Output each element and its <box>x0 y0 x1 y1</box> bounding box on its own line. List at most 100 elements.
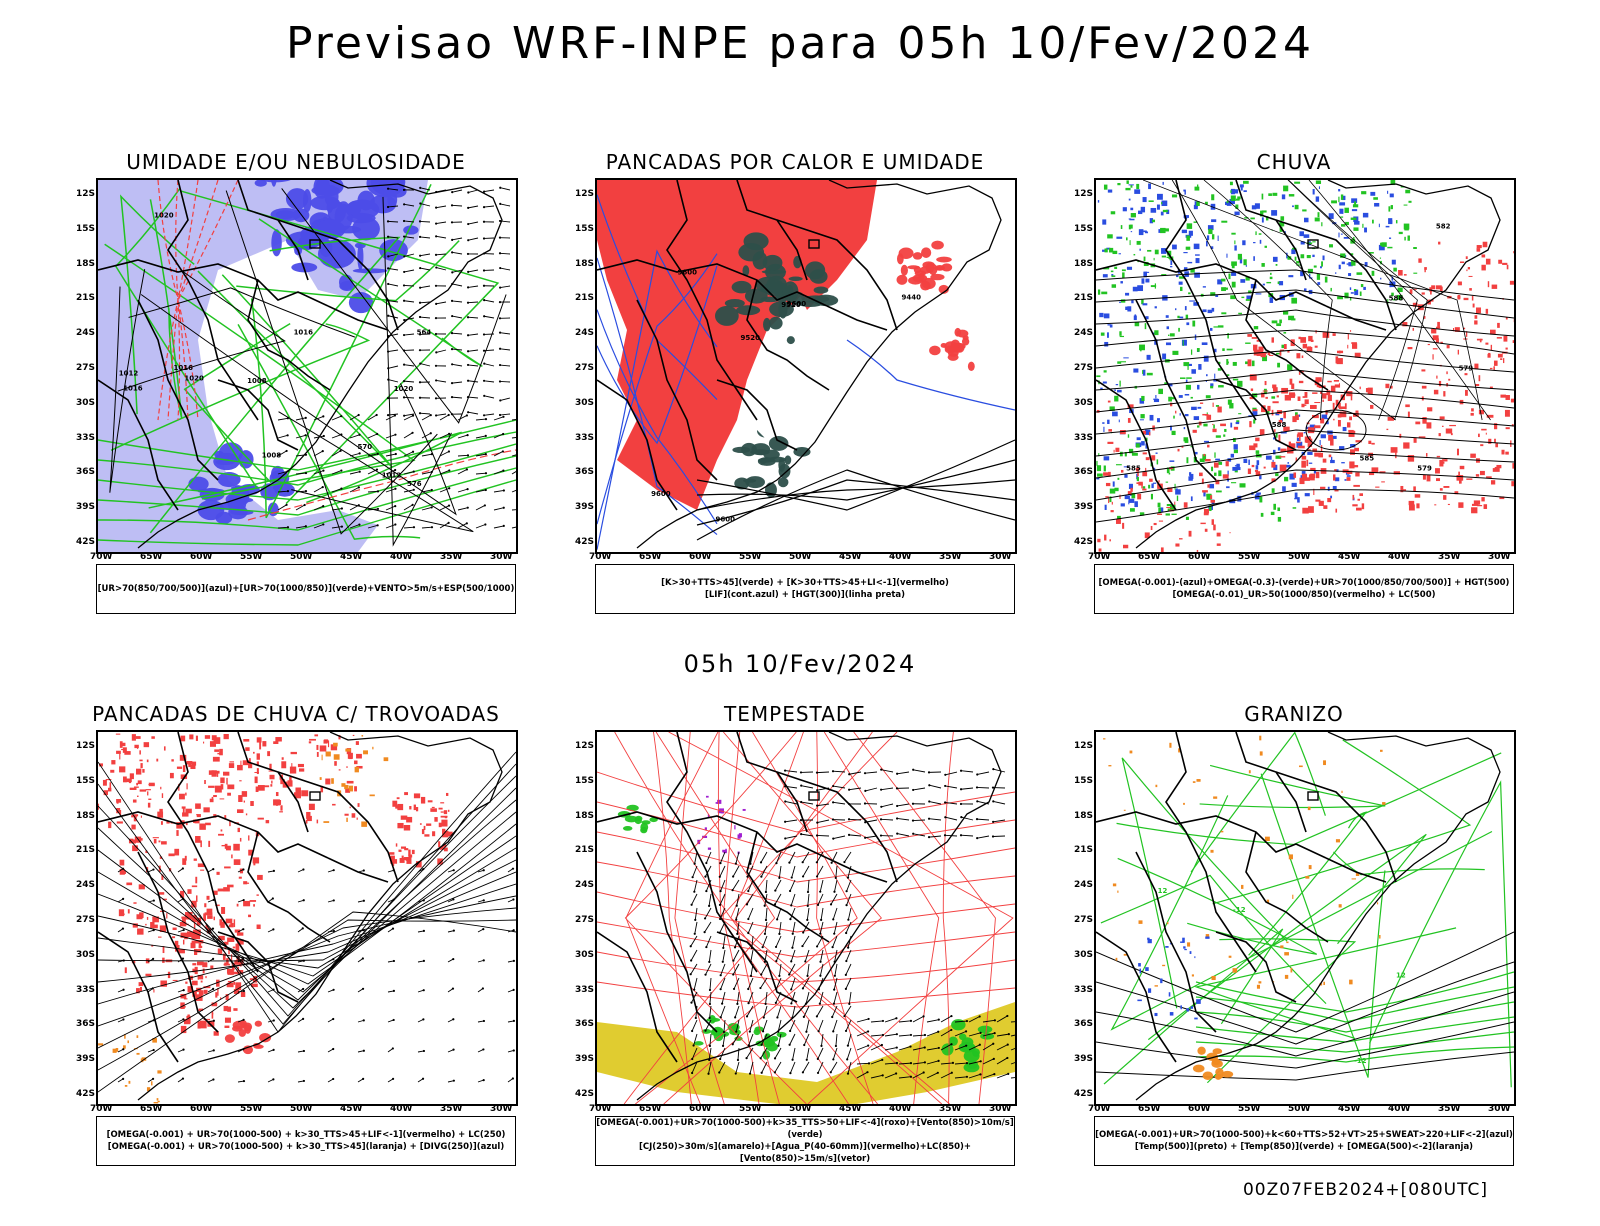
wind-vector <box>419 187 421 189</box>
wind-vector <box>847 947 849 949</box>
moisture-area <box>745 476 765 488</box>
omega-area <box>1322 415 1328 419</box>
streamline-arrow <box>483 1079 485 1081</box>
wind-vector <box>913 820 925 821</box>
wind-vector <box>733 988 735 990</box>
longitude-tick-label: 40W <box>1388 1104 1410 1114</box>
streamline-arrow <box>273 960 275 962</box>
wind-vector <box>368 434 377 438</box>
streamline-arrow <box>452 898 454 900</box>
wind-vector <box>792 936 795 948</box>
wind-vector <box>845 988 847 990</box>
wind-vector <box>420 317 430 318</box>
thunderstorm-area <box>309 804 315 810</box>
omega-area <box>1103 381 1107 383</box>
thunderstorm-area <box>185 809 191 814</box>
wind-vector <box>419 316 421 318</box>
omega-area <box>1188 476 1192 480</box>
rain-area <box>1421 369 1425 371</box>
wind-vector <box>778 975 780 977</box>
omega-area <box>1130 185 1132 188</box>
omega-area <box>1226 359 1228 365</box>
rain-area <box>1217 533 1221 537</box>
wind-vector <box>1006 1057 1008 1059</box>
panel-legend: [K>30+TTS>45](verde) + [K>30+TTS>45+LI<-… <box>595 564 1015 614</box>
rain-area <box>1175 543 1179 546</box>
wind-vector <box>503 525 505 527</box>
panel-tempestade: TEMPESTADE [OMEGA(-0.001)+UR>70(1000-500… <box>575 706 1015 1226</box>
wind-vector <box>801 786 813 788</box>
longitude-tick-label: 45W <box>839 552 861 562</box>
wind-vector <box>979 1015 981 1017</box>
thunderstorm-area <box>140 987 142 991</box>
wind-vector <box>467 239 469 241</box>
thunderstorm-area <box>325 779 330 785</box>
rain-area <box>1252 337 1257 339</box>
streamline-arrow <box>513 989 515 991</box>
wind-vector <box>467 364 469 366</box>
omega-area <box>1112 412 1118 417</box>
hail-area <box>1137 1000 1141 1002</box>
streamline-arrow <box>272 1078 274 1080</box>
rain-area <box>1217 543 1221 545</box>
thunderstorm-area <box>227 1007 231 1012</box>
omega-area <box>1257 460 1260 465</box>
omega-area <box>1155 283 1156 288</box>
thunderstorm-area <box>397 797 400 799</box>
rain-area <box>1322 393 1327 398</box>
thunderstorm-area <box>241 992 245 997</box>
wind-vector <box>882 1020 884 1022</box>
rain-area <box>1137 494 1141 500</box>
wind-vector <box>483 414 485 416</box>
wind-vector <box>412 415 414 417</box>
omega-area <box>1180 287 1183 291</box>
wind-vector <box>718 1071 720 1073</box>
wind-vector <box>468 397 478 398</box>
omega-area <box>1295 493 1298 499</box>
thunderstorm-area <box>347 781 354 784</box>
wind-vector <box>896 1033 898 1035</box>
wind-vector <box>928 836 930 838</box>
thunderstorm-area <box>212 797 214 799</box>
omega-area <box>1285 975 1288 979</box>
omega-area <box>1271 210 1277 216</box>
wind-vector <box>422 433 431 438</box>
omega-area <box>1213 796 1217 798</box>
longitude-tick-label: 40W <box>390 552 412 562</box>
wind-vector <box>803 852 809 862</box>
omega-area <box>1341 791 1342 793</box>
rain-area <box>1477 248 1481 252</box>
wind-vector <box>763 936 767 947</box>
wind-vector <box>435 397 437 399</box>
wind-vector <box>322 415 324 417</box>
wind-vector <box>1011 1077 1015 1078</box>
wind-vector <box>737 992 739 1004</box>
omega-area <box>1354 201 1356 205</box>
thunderstorm-area <box>125 967 127 973</box>
omega-area <box>1253 242 1255 243</box>
wind-vector <box>435 317 437 319</box>
thunderstorm-area <box>290 767 296 774</box>
omega-area <box>1155 785 1157 787</box>
contour-label: 12 <box>1158 887 1168 895</box>
rain-area <box>1484 504 1488 509</box>
thunderstorm-area <box>239 780 241 781</box>
wind-vector <box>765 891 767 893</box>
wind-vector <box>807 908 809 920</box>
wind-vector <box>451 363 453 365</box>
wind-vector <box>847 919 849 921</box>
rain-area <box>1128 418 1131 423</box>
rain-area <box>1448 379 1450 381</box>
instability-area <box>922 261 934 268</box>
wind-vector <box>864 837 866 839</box>
omega-area <box>1279 320 1282 324</box>
wind-vector <box>500 286 510 288</box>
streamline-arrow <box>122 928 124 930</box>
rain-area <box>1204 512 1209 515</box>
moisture-area <box>805 261 825 279</box>
streamline-arrow <box>302 927 304 929</box>
wind-vector <box>803 1062 809 1072</box>
wind-vector <box>467 507 469 509</box>
rain-shower-area <box>331 778 334 784</box>
rain-shower-area <box>320 777 322 780</box>
